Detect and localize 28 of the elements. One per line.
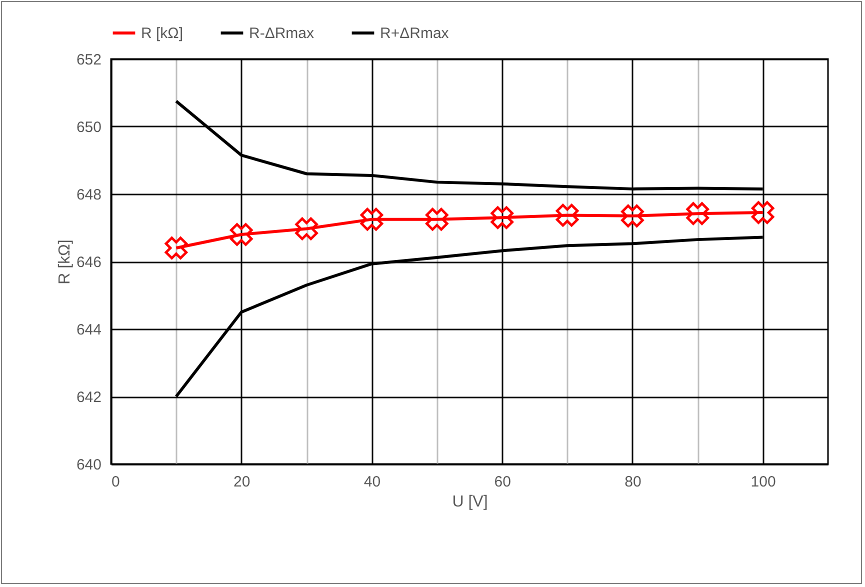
x-tick-label: 60 xyxy=(494,474,511,490)
point xyxy=(426,208,448,231)
x-axis-title: U [V] xyxy=(452,494,488,510)
point xyxy=(295,217,318,240)
x-tick-label: 80 xyxy=(624,474,642,490)
y-tick-label: 644 xyxy=(76,322,102,338)
y-tick-label: 642 xyxy=(76,389,102,406)
point xyxy=(164,236,188,260)
point xyxy=(751,201,774,224)
legend-label: R-ΔRmax xyxy=(249,25,315,42)
legend-label: R+ΔRmax xyxy=(380,25,450,42)
x-tick-label: 0 xyxy=(112,474,120,490)
point xyxy=(230,223,253,246)
x-tick-label: 40 xyxy=(364,474,381,490)
x-tick-label: 20 xyxy=(234,474,250,490)
point xyxy=(621,204,644,228)
y-tick-label: 646 xyxy=(76,254,102,271)
point xyxy=(360,208,384,231)
y-tick-label: 648 xyxy=(76,186,102,204)
y-tick-label: 652 xyxy=(76,52,102,68)
point xyxy=(490,206,514,230)
point xyxy=(686,202,710,225)
y-tick-label: 650 xyxy=(76,119,102,136)
y-tick-label: 640 xyxy=(76,456,102,474)
x-tick-label: 100 xyxy=(750,474,776,490)
point xyxy=(556,204,579,227)
y-axis-title: R [kΩ] xyxy=(56,240,74,284)
legend-label: R [kΩ] xyxy=(141,25,184,42)
